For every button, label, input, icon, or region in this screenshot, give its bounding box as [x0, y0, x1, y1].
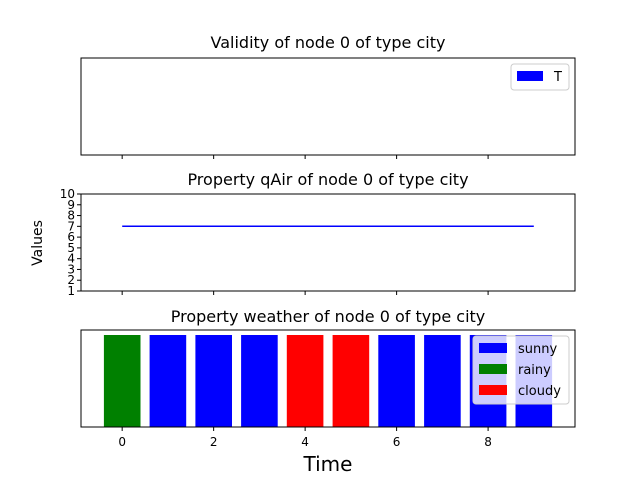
weather-xtick-label-2: 2: [210, 435, 218, 449]
weather-xtick-label-6: 6: [393, 435, 401, 449]
qair-ytick-label-8: 8: [67, 209, 75, 223]
weather-xlabel: Time: [303, 452, 353, 476]
weather-bar-6-sunny: [378, 335, 415, 427]
qair-ytick-label-4: 4: [67, 252, 75, 266]
validity-title: Validity of node 0 of type city: [211, 33, 446, 52]
legend-swatch-cloudy: [479, 385, 507, 395]
weather-bar-4-cloudy: [286, 335, 324, 427]
weather-bar-0-rainy: [103, 335, 141, 427]
weather-title: Property weather of node 0 of type city: [171, 307, 486, 326]
weather-legend: sunny rainy cloudy: [472, 335, 570, 405]
qair-ytick-label-1: 1: [67, 284, 75, 298]
qair-ytick-label-7: 7: [67, 219, 75, 233]
qair-ytick-label-10: 10: [60, 187, 75, 201]
qair-ylabel: Values: [30, 220, 46, 266]
legend-label-cloudy: cloudy: [518, 384, 561, 399]
legend-label-sunny: sunny: [518, 342, 557, 357]
qair-ytick-label-2: 2: [67, 273, 75, 287]
weather-bar-5-cloudy: [332, 335, 370, 427]
panel-weather: Property weather of node 0 of type city …: [80, 307, 576, 476]
panel-qair: Property qAir of node 0 of type city Val…: [30, 170, 576, 298]
weather-bars: [103, 335, 553, 427]
weather-bar-7-sunny: [424, 335, 461, 427]
legend-swatch-T: [517, 71, 543, 81]
weather-bar-2-sunny: [195, 335, 232, 427]
legend-swatch-sunny: [479, 343, 507, 353]
weather-bar-1-sunny: [149, 335, 187, 427]
qair-xticks: [121, 291, 489, 295]
legend-swatch-rainy: [479, 364, 507, 374]
validity-xticks: [121, 155, 489, 159]
weather-xticks: 0 2 4 6 8: [118, 427, 492, 449]
legend-label-T: T: [553, 70, 562, 85]
validity-axes-frame: [80, 57, 576, 156]
weather-bar-3-sunny: [241, 335, 278, 427]
legend-label-rainy: rainy: [518, 363, 551, 378]
qair-title: Property qAir of node 0 of type city: [187, 170, 468, 189]
weather-xtick-label-4: 4: [301, 435, 309, 449]
validity-legend: T: [510, 63, 570, 91]
qair-ytick-label-5: 5: [67, 241, 75, 255]
qair-ytick-label-6: 6: [67, 230, 75, 244]
panel-validity: Validity of node 0 of type city T: [80, 33, 576, 159]
weather-xtick-label-8: 8: [484, 435, 492, 449]
weather-xtick-label-0: 0: [118, 435, 126, 449]
weather-axes-frame: [80, 329, 576, 428]
qair-ytick-label-3: 3: [67, 262, 75, 276]
qair-axes-frame: [80, 193, 576, 292]
qair-ytick-label-9: 9: [67, 198, 75, 212]
